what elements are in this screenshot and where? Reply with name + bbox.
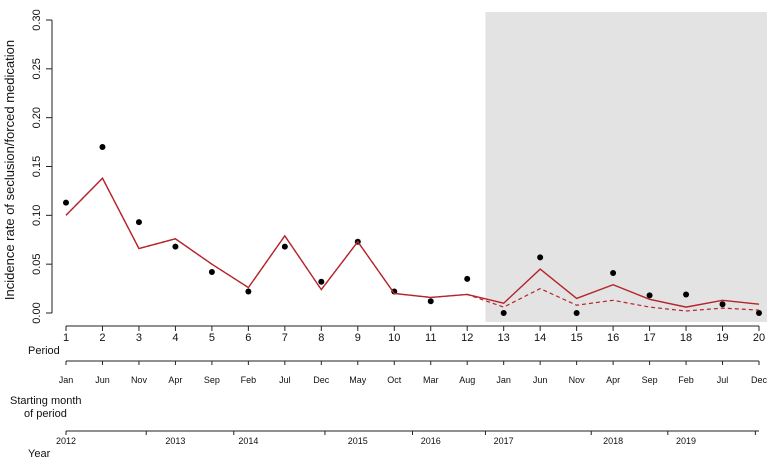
month-tick-label: May	[349, 375, 367, 385]
y-axis-title: Incidence rate of seclusion/forced medic…	[2, 40, 17, 300]
x-tick-label: 5	[209, 332, 215, 344]
year-tick-label: 2015	[348, 436, 368, 446]
x-tick-label: 14	[534, 332, 546, 344]
y-tick-label: 0.30	[31, 9, 43, 30]
month-tick-label: Sep	[642, 375, 658, 385]
year-tick-label: 2012	[56, 436, 76, 446]
year-tick-label: 2013	[165, 436, 185, 446]
y-tick-label: 0.00	[31, 302, 43, 323]
shaded-region	[485, 12, 767, 322]
data-point	[208, 268, 215, 275]
data-point	[318, 278, 325, 285]
month-tick-label: Feb	[241, 375, 257, 385]
data-point	[610, 269, 617, 276]
data-point	[756, 310, 762, 316]
year-tick-label: 2017	[494, 436, 514, 446]
month-tick-label: Jun	[95, 375, 110, 385]
month-tick-label: Jul	[717, 375, 729, 385]
year-tick-label: 2016	[421, 436, 441, 446]
x-tick-label: 16	[607, 332, 619, 344]
month-tick-label: Oct	[387, 375, 402, 385]
month-tick-label: Jan	[59, 375, 74, 385]
x-tick-label: 8	[318, 332, 324, 344]
x-tick-label: 1	[63, 332, 69, 344]
month-tick-label: Jan	[496, 375, 511, 385]
month-tick-label: Jun	[533, 375, 548, 385]
data-point	[719, 301, 726, 308]
x-tick-label: 12	[461, 332, 473, 344]
x-tick-label: 4	[172, 332, 178, 344]
month-tick-label: Nov	[569, 375, 586, 385]
shaded-region-layer	[485, 12, 767, 322]
month-tick-label: Aug	[459, 375, 475, 385]
month-tick-label: Dec	[751, 375, 768, 385]
month-axis-title: Starting month	[10, 395, 82, 407]
x-tick-label: 18	[680, 332, 692, 344]
x-tick-label: 7	[282, 332, 288, 344]
y-tick-label: 0.20	[31, 107, 43, 128]
data-point	[427, 298, 434, 305]
data-point	[281, 243, 288, 250]
axes-layer	[46, 19, 760, 435]
data-point	[99, 143, 106, 150]
y-tick-label: 0.25	[31, 58, 43, 79]
month-tick-label: Feb	[678, 375, 694, 385]
month-tick-label: Sep	[204, 375, 220, 385]
dashed-series-line	[65, 177, 760, 312]
data-point	[63, 199, 69, 206]
y-tick-label: 0.15	[31, 156, 43, 177]
series-layer	[63, 143, 762, 316]
y-tick-label: 0.10	[31, 205, 43, 226]
x-tick-label: 11	[425, 332, 436, 344]
month-tick-label: Mar	[423, 375, 439, 385]
x-tick-label: 3	[136, 332, 142, 344]
labels-layer: 0.00 0.05 0.10 0.15 0.20 0.25 0.30 Incidence ra…	[2, 9, 767, 460]
year-tick-label: 2018	[603, 436, 623, 446]
data-point	[500, 310, 507, 316]
x-tick-label: 15	[571, 332, 583, 344]
data-point	[245, 288, 252, 295]
month-tick-label: Jul	[279, 375, 291, 385]
y-tick-label: 0.05	[31, 253, 43, 274]
x-tick-label: 6	[245, 332, 251, 344]
x-tick-label: 10	[388, 332, 400, 344]
x-tick-label: 20	[753, 332, 765, 344]
data-point	[135, 219, 142, 226]
x-tick-label: 2	[99, 332, 105, 344]
x-axis-title: Period	[28, 345, 60, 357]
year-tick-label: 2014	[238, 436, 258, 446]
data-point	[683, 291, 690, 298]
data-point	[464, 275, 471, 282]
data-point	[172, 243, 179, 250]
data-point	[646, 292, 653, 299]
x-tick-label: 17	[643, 332, 655, 344]
month-axis-title-line2: of period	[24, 408, 67, 420]
year-axis-title: Year	[28, 448, 51, 460]
x-tick-label: 13	[498, 332, 510, 344]
month-tick-label: Dec	[313, 375, 330, 385]
month-tick-label: Apr	[606, 375, 620, 385]
month-tick-label: Apr	[168, 375, 182, 385]
year-tick-label: 2019	[676, 436, 696, 446]
month-tick-label: Nov	[131, 375, 148, 385]
data-point	[573, 310, 580, 316]
x-tick-label: 9	[355, 332, 361, 344]
data-point	[537, 254, 544, 261]
x-tick-label: 19	[716, 332, 728, 344]
